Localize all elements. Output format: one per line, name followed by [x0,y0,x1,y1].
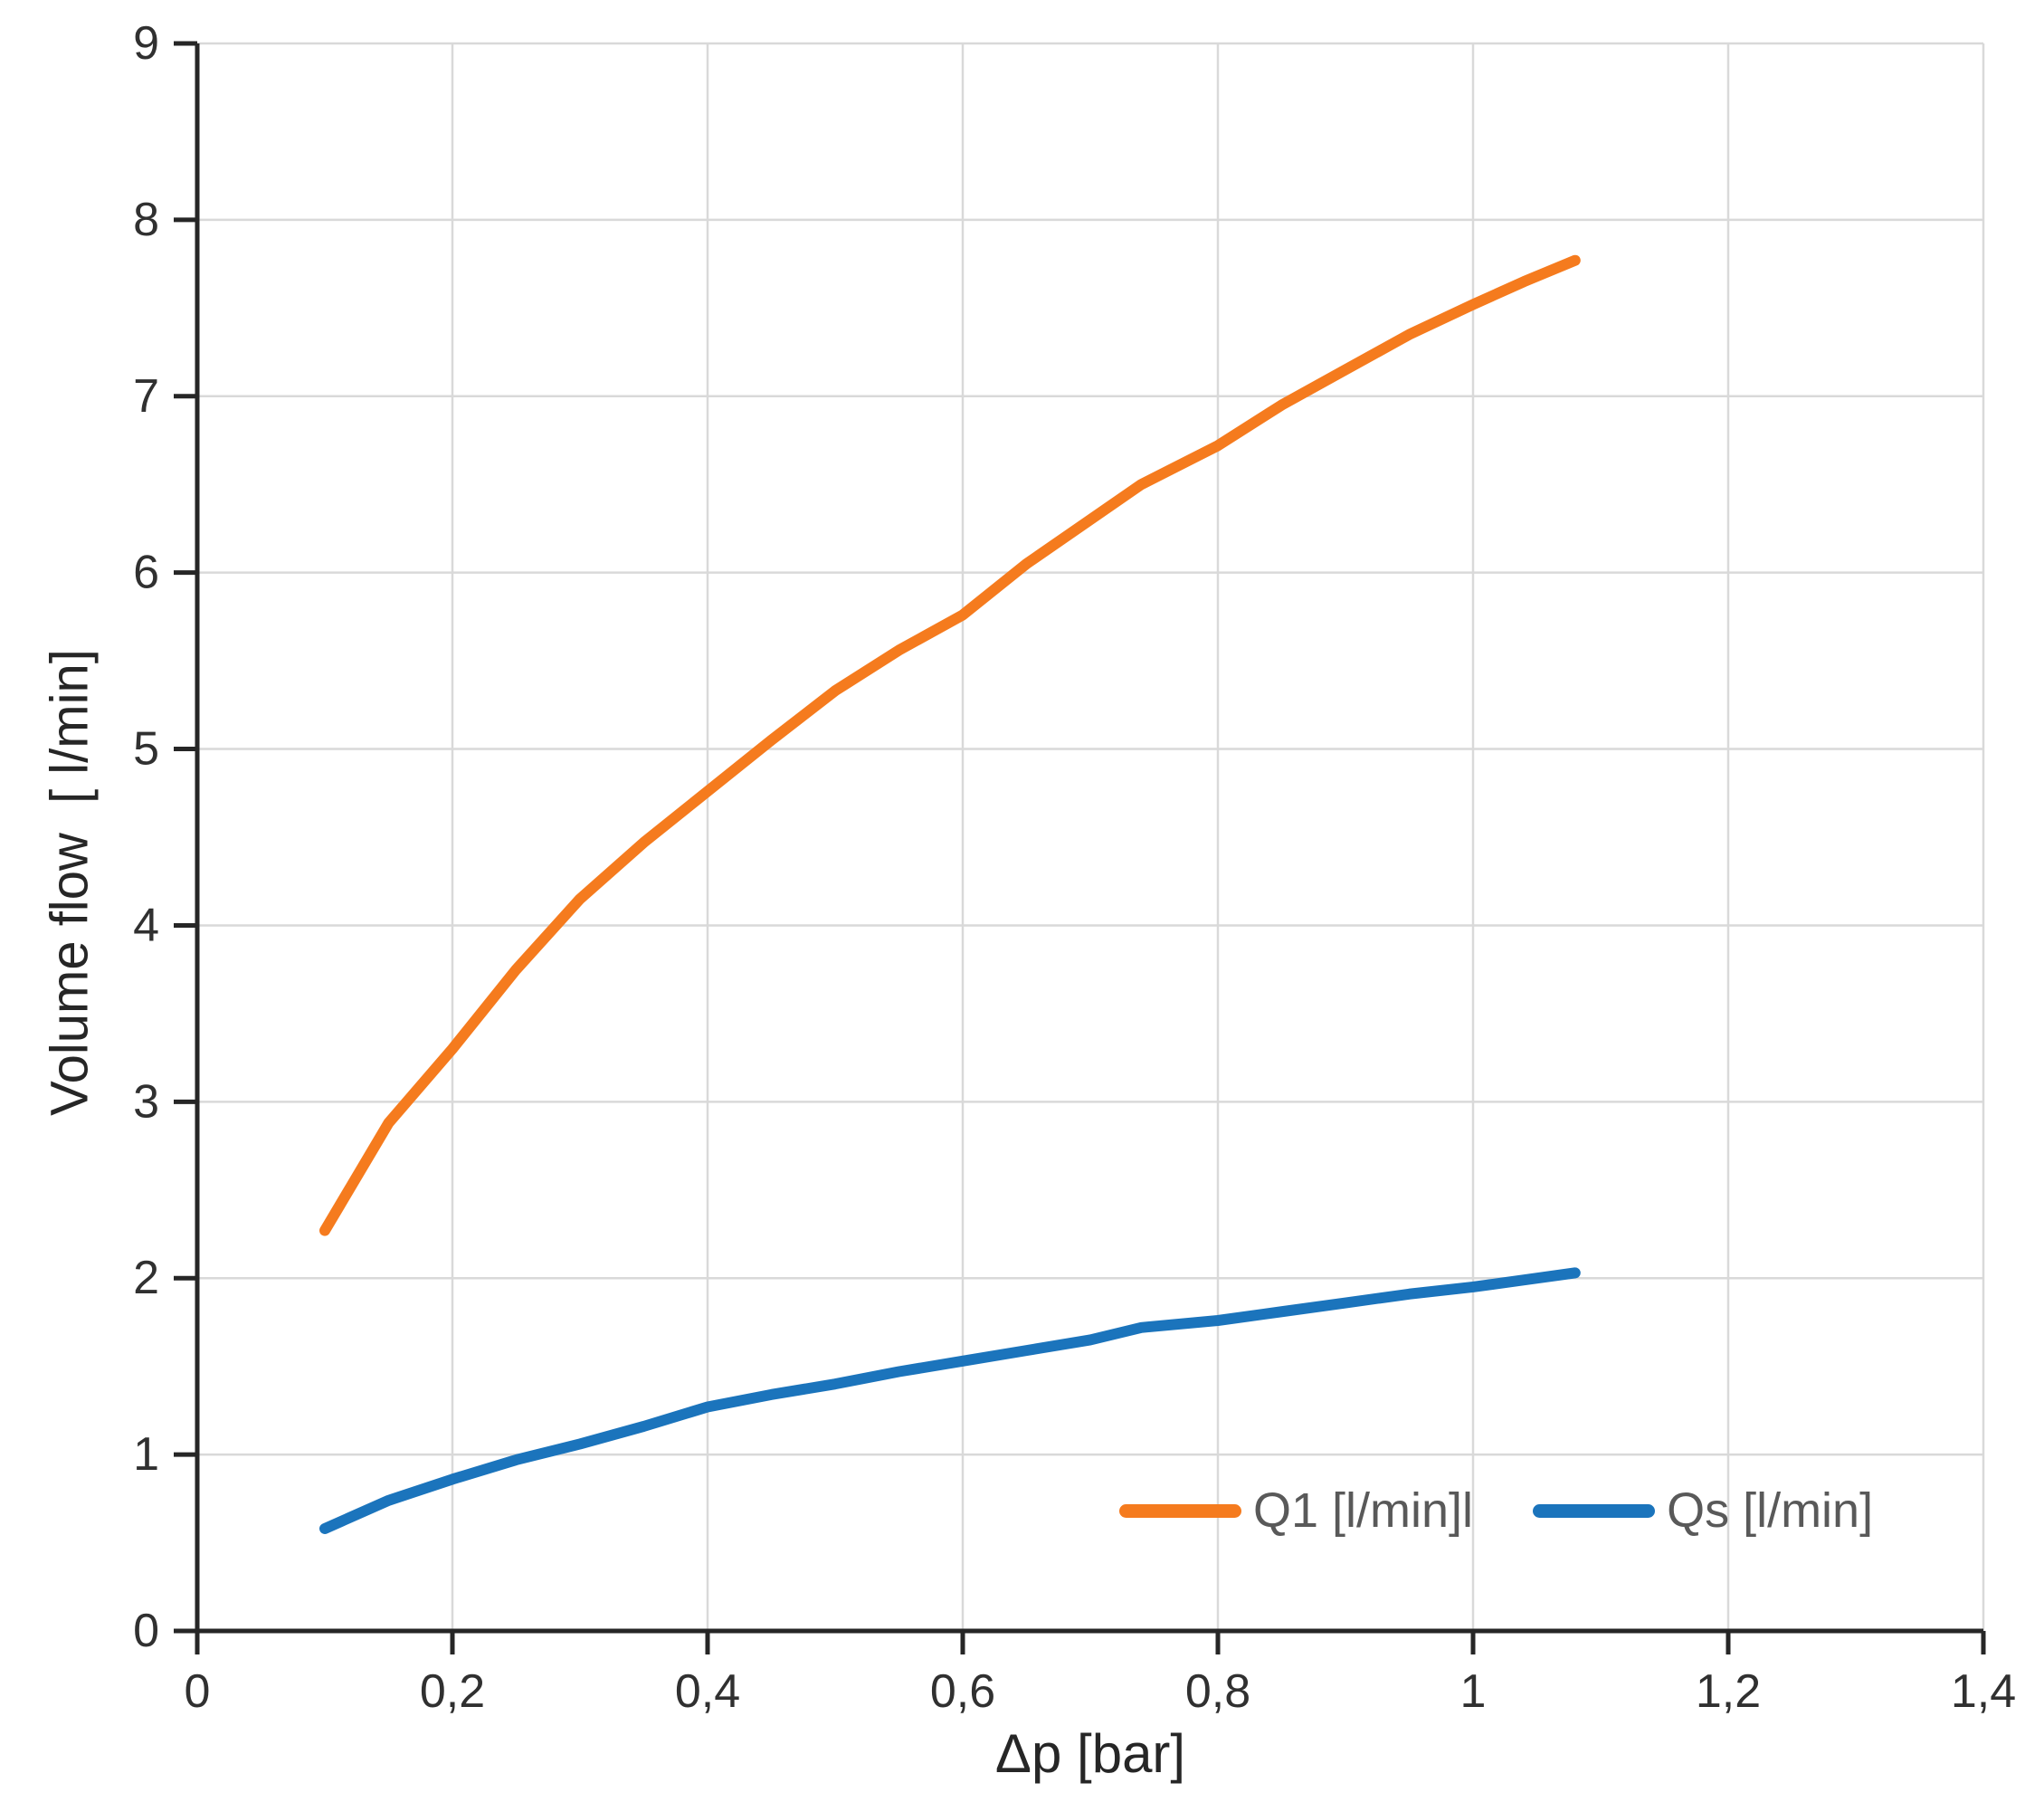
legend-item-q1: Q1 [l/min]l [1119,1483,1473,1539]
legend: Q1 [l/min]l Qs [l/min] [1119,1483,1873,1539]
y-tick-label: 2 [133,1252,159,1304]
x-tick-label: 1 [1460,1665,1487,1718]
y-tick-label: 1 [133,1428,159,1481]
x-tick-label: 0,8 [1185,1665,1250,1718]
legend-swatch-q1-icon [1119,1503,1241,1518]
legend-label-qs: Qs [l/min] [1667,1483,1874,1538]
legend-label-q1: Q1 [l/min]l [1253,1483,1474,1538]
x-tick-label: 1,4 [1951,1665,2016,1718]
series-line-q1 [319,254,1581,1236]
y-tick-label: 9 [133,17,159,70]
series-line-qs [319,1267,1581,1534]
y-tick-label: 5 [133,723,159,776]
y-tick-label: 0 [133,1605,159,1657]
x-axis-title: Δp [bar] [994,1723,1186,1784]
legend-item-qs: Qs [l/min] [1533,1483,1873,1539]
x-tick-label: 0,2 [420,1665,485,1718]
x-tick-label: 1,2 [1696,1665,1761,1718]
y-tick-label: 3 [133,1075,159,1128]
legend-swatch-qs-icon [1533,1503,1656,1518]
y-axis-title: Volume flow [ l/min] [40,649,100,1116]
x-tick-label: 0 [185,1665,211,1718]
x-tick-label: 0,4 [675,1665,740,1718]
x-tick-label: 0,6 [930,1665,995,1718]
y-tick-label: 7 [133,370,159,423]
y-tick-label: 6 [133,547,159,599]
y-tick-label: 4 [133,899,159,951]
y-tick-label: 8 [133,194,159,246]
